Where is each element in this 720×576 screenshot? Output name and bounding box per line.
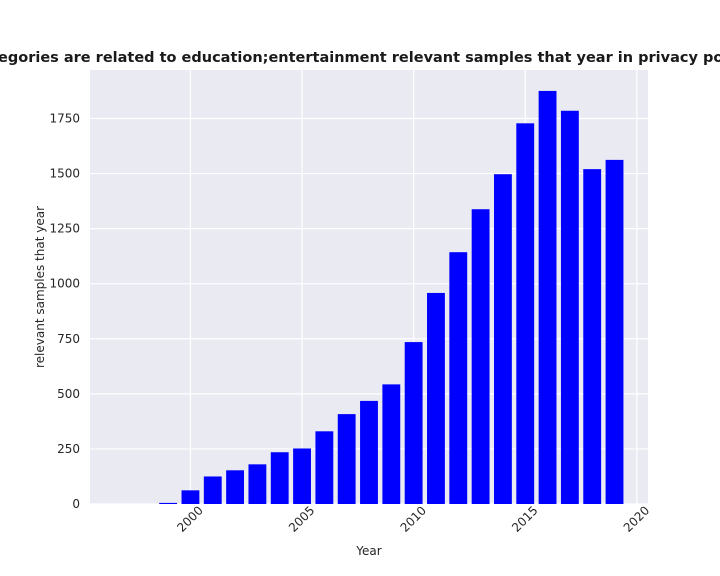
bar-2008 xyxy=(360,400,378,504)
x-tick-label: 2000 xyxy=(174,503,205,534)
bar-2004 xyxy=(270,452,289,504)
bar-2000 xyxy=(181,490,200,504)
y-tick-label: 750 xyxy=(57,332,80,346)
x-tick-label: 2015 xyxy=(509,503,540,534)
bar-2017 xyxy=(560,110,579,504)
bar-2010 xyxy=(404,342,423,504)
bar-2002 xyxy=(226,470,245,504)
bar-2011 xyxy=(427,292,445,504)
y-axis-label: relevant samples that year xyxy=(33,206,47,368)
chart-title: categories are related to education;ente… xyxy=(0,50,720,66)
bar-2009 xyxy=(382,384,401,504)
y-tick-label: 0 xyxy=(72,497,80,511)
x-tick-label: 2010 xyxy=(398,503,429,534)
y-tick-label: 1500 xyxy=(49,167,80,181)
bar-2001 xyxy=(203,476,222,504)
bar-2015 xyxy=(516,123,535,504)
bar-2019 xyxy=(605,159,624,504)
bar-2007 xyxy=(337,414,356,504)
x-axis-ticks: 2000 2005 2010 2015 2020 xyxy=(174,503,652,534)
bar-2018 xyxy=(583,169,602,504)
y-tick-label: 1250 xyxy=(49,222,80,236)
bar-2006 xyxy=(315,431,334,504)
x-tick-label: 2020 xyxy=(621,503,652,534)
y-axis-ticks: 0 250 500 750 1000 1250 1500 1750 xyxy=(49,111,80,511)
bar-2013 xyxy=(471,209,490,504)
bar-2012 xyxy=(449,252,468,504)
bar-2003 xyxy=(248,464,267,504)
y-tick-label: 1000 xyxy=(49,277,80,291)
bars xyxy=(159,90,624,505)
bar-2014 xyxy=(493,174,512,505)
x-axis-label: Year xyxy=(355,544,381,558)
x-tick-label: 2005 xyxy=(286,503,317,534)
y-tick-label: 500 xyxy=(57,387,80,401)
y-tick-label: 250 xyxy=(57,442,80,456)
bar-1999 xyxy=(159,502,178,504)
bar-2016 xyxy=(538,90,557,505)
y-tick-label: 1750 xyxy=(49,111,80,125)
bar-2005 xyxy=(293,448,311,504)
